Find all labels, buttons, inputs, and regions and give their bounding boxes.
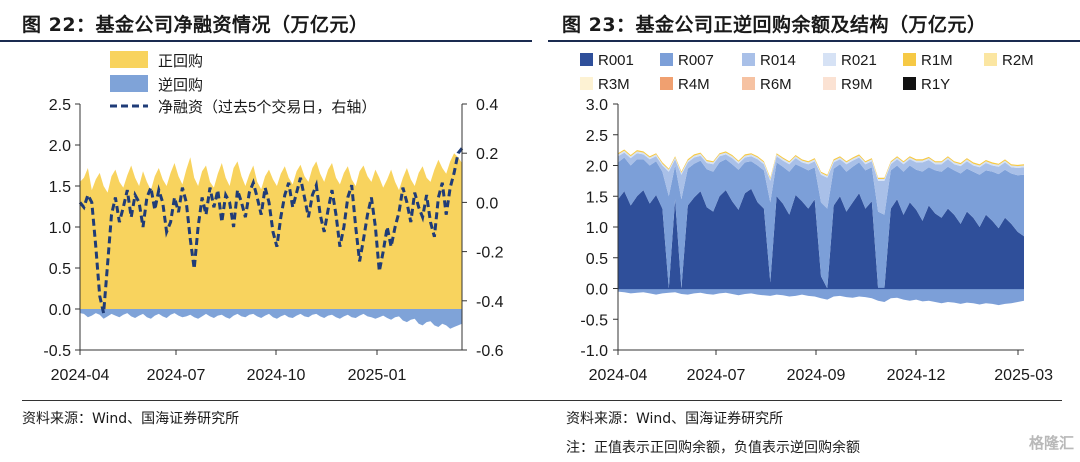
x-tick-label: 2024-10 xyxy=(247,367,306,384)
legend-label-reverse-repo: 逆回购 xyxy=(158,77,203,94)
y-tick-label: 3.0 xyxy=(586,97,608,114)
legend-label-r4m: R4M xyxy=(678,76,710,93)
figure-23-title: 图 23：基金公司正逆回购余额及结构（万亿元） xyxy=(562,14,987,36)
chart-2-legend: R001 R007 R014 R021 R1M R2M R3M R4M R6M R9M R1Y xyxy=(580,52,1034,93)
legend-swatch-r9m xyxy=(823,77,836,90)
legend-label-r3m: R3M xyxy=(598,76,630,93)
legend-label-r001: R001 xyxy=(598,52,634,69)
right-y-tick-label: -0.4 xyxy=(476,294,504,311)
legend-swatch-r001 xyxy=(580,53,593,66)
y-tick-label: 1.0 xyxy=(586,220,608,237)
legend-swatch-positive-repo xyxy=(110,51,148,68)
legend-swatch-r1y xyxy=(903,77,916,90)
x-tick-label: 2024-12 xyxy=(887,367,946,384)
left-y-tick-label: 0.5 xyxy=(49,261,71,278)
title-rule xyxy=(548,40,1080,42)
legend-label-r1y: R1Y xyxy=(921,76,950,93)
figure-23-source: 资料来源：Wind、国海证券研究所 xyxy=(566,411,784,427)
chart-1-plot xyxy=(78,147,464,329)
bottom-rule xyxy=(22,400,1062,401)
legend-swatch-r007 xyxy=(660,53,673,66)
left-y-tick-label: 1.0 xyxy=(49,220,71,237)
figure-22-source: 资料来源：Wind、国海证券研究所 xyxy=(22,411,240,427)
right-y-tick-label: 0.0 xyxy=(476,195,498,212)
legend-label-r1m: R1M xyxy=(921,52,953,69)
y-tick-label: 1.5 xyxy=(586,189,608,206)
right-y-tick-label: -0.2 xyxy=(476,245,504,262)
y-tick-label: 0.5 xyxy=(586,251,608,268)
series-positive-repo-area xyxy=(80,153,462,309)
legend-swatch-r6m xyxy=(742,77,755,90)
series-r001-area xyxy=(618,188,1024,289)
y-tick-label: 2.0 xyxy=(586,159,608,176)
legend-swatch-r021 xyxy=(823,53,836,66)
legend-label-r014: R014 xyxy=(760,52,796,69)
x-tick-label: 2024-04 xyxy=(51,367,110,384)
y-tick-label: -1.0 xyxy=(580,343,608,360)
series-reverse-repo-area xyxy=(618,288,1024,306)
legend-label-positive-repo: 正回购 xyxy=(158,53,203,70)
legend-swatch-r1m xyxy=(903,53,916,66)
right-y-tick-label: -0.6 xyxy=(476,343,504,360)
figure-22-panel: 图 22：基金公司净融资情况（万亿元） -0.5 0.0 0.5 1.0 1.5 2.0 2… xyxy=(0,0,532,400)
legend-label-r2m: R2M xyxy=(1002,52,1034,69)
legend-swatch-r014 xyxy=(742,53,755,66)
legend-label-r6m: R6M xyxy=(760,76,792,93)
right-y-tick-label: 0.2 xyxy=(476,146,498,163)
left-y-tick-label: 0.0 xyxy=(49,302,71,319)
chart-2-svg: -1.0 -0.5 0.0 0.5 1.0 1.5 2.0 2.5 3.0 2024-04 2024… xyxy=(580,52,1053,384)
x-tick-label: 2024-04 xyxy=(589,367,648,384)
legend-swatch-r4m xyxy=(660,77,673,90)
title-rule xyxy=(0,40,532,42)
legend-swatch-reverse-repo xyxy=(110,75,148,92)
legend-label-net-financing: 净融资（过去5个交易日，右轴） xyxy=(158,98,376,116)
chart-2-axes: -1.0 -0.5 0.0 0.5 1.0 1.5 2.0 2.5 3.0 2024-04 2024… xyxy=(580,97,1053,384)
chart-1-svg: -0.5 0.0 0.5 1.0 1.5 2.0 2.5 -0.6 -0.4 -0.2 0.0 0.2… xyxy=(43,51,504,384)
right-y-tick-label: 0.4 xyxy=(476,97,498,114)
series-r007-area xyxy=(618,157,1024,289)
legend-swatch-r2m xyxy=(984,53,997,66)
figure-23-note: 注：正值表示正回购余额，负值表示逆回购余额 xyxy=(566,440,860,456)
series-r014-area xyxy=(618,152,1024,215)
left-y-tick-label: 1.5 xyxy=(49,179,71,196)
left-y-tick-label: -0.5 xyxy=(43,343,71,360)
series-reverse-repo-area xyxy=(80,309,462,329)
y-tick-label: 0.0 xyxy=(586,282,608,299)
left-y-tick-label: 2.0 xyxy=(49,138,71,155)
figure-22-title: 图 22：基金公司净融资情况（万亿元） xyxy=(22,14,369,36)
x-tick-label: 2025-01 xyxy=(348,367,407,384)
x-tick-label: 2025-03 xyxy=(994,367,1053,384)
y-tick-label: -0.5 xyxy=(580,312,608,329)
chart-1-legend: 正回购 逆回购 净融资（过去5个交易日，右轴） xyxy=(110,51,376,116)
series-net-financing-line xyxy=(78,147,464,314)
watermark-logo: 格隆汇 xyxy=(1028,434,1074,452)
left-y-tick-label: 2.5 xyxy=(49,97,71,114)
chart-1-axes: -0.5 0.0 0.5 1.0 1.5 2.0 2.5 -0.6 -0.4 -0.2 0.0 0.2… xyxy=(43,97,503,384)
legend-label-r007: R007 xyxy=(678,52,714,69)
legend-swatch-r3m xyxy=(580,77,593,90)
x-tick-label: 2024-07 xyxy=(147,367,206,384)
legend-label-r9m: R9M xyxy=(841,76,873,93)
chart-2-plot xyxy=(618,149,1024,306)
x-tick-label: 2024-07 xyxy=(687,367,746,384)
x-tick-label: 2024-09 xyxy=(787,367,846,384)
y-tick-label: 2.5 xyxy=(586,128,608,145)
legend-label-r021: R021 xyxy=(841,52,877,69)
figure-23-panel: 图 23：基金公司正逆回购余额及结构（万亿元） -1.0 -0.5 0.0 0.5 1.… xyxy=(548,0,1080,400)
